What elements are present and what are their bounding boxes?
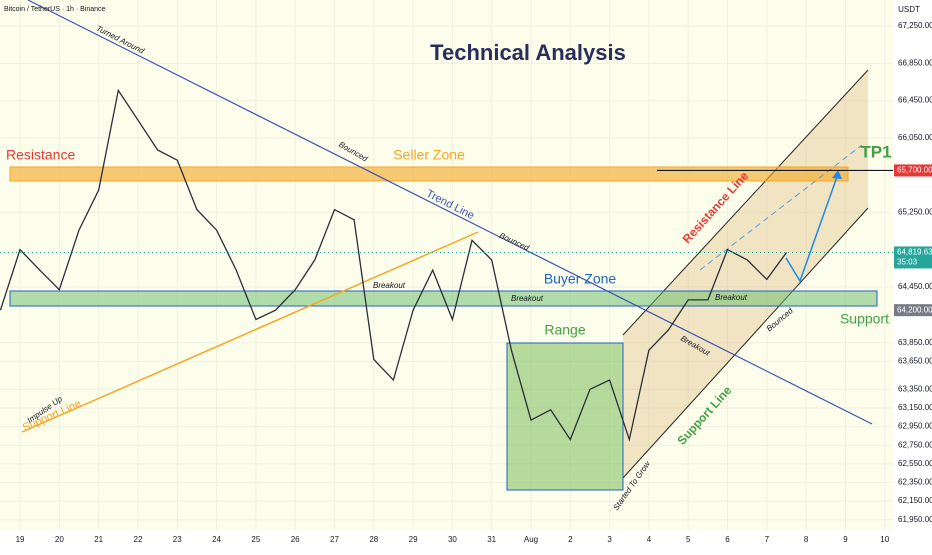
zone-label: Range (544, 322, 585, 338)
x-tick-label: 8 (804, 535, 809, 544)
y-tick-label: 61,950.00 (898, 515, 932, 524)
projection-arrow (785, 173, 839, 283)
x-tick-label: Aug (524, 535, 538, 544)
countdown: 35:03 (897, 258, 918, 267)
axis-bg (0, 530, 893, 550)
y-tick-label: 62,750.00 (898, 440, 932, 449)
zone-label: Support (840, 311, 889, 327)
x-tick-label: 4 (647, 535, 652, 544)
note: Breakout (715, 293, 748, 302)
x-tick-label: 20 (55, 535, 64, 544)
y-tick-label: 62,350.00 (898, 478, 932, 487)
x-tick-label: 24 (212, 535, 221, 544)
y-tick-label: 63,350.00 (898, 384, 932, 393)
price-label: 65,700.00 (897, 166, 932, 175)
y-tick-label: 65,250.00 (898, 207, 932, 216)
x-tick-label: 2 (568, 535, 573, 544)
x-tick-label: 10 (880, 535, 889, 544)
title: Technical Analysis (430, 40, 626, 65)
x-tick-label: 29 (409, 535, 418, 544)
axis-bg (893, 0, 932, 550)
support-line (622, 207, 869, 479)
x-tick-label: 31 (487, 535, 496, 544)
x-tick-label: 6 (725, 535, 730, 544)
note: Breakout (511, 294, 544, 303)
x-tick-label: 23 (173, 535, 182, 544)
x-tick-label: 21 (94, 535, 103, 544)
x-tick-label: 9 (843, 535, 848, 544)
x-tick-label: 28 (369, 535, 378, 544)
price-box (894, 246, 932, 269)
y-tick-label: 62,150.00 (898, 496, 932, 505)
y-tick-label: 62,950.00 (898, 422, 932, 431)
x-tick-label: 19 (16, 535, 25, 544)
x-tick-label: 26 (291, 535, 300, 544)
zone-label: Buyer Zone (544, 271, 617, 287)
trend-line (27, 0, 873, 425)
x-tick-label: 7 (765, 535, 770, 544)
y-tick-label: 66,450.00 (898, 96, 932, 105)
currency: USDT (898, 5, 920, 14)
plot-bg (0, 0, 893, 530)
price-box (894, 304, 932, 317)
zone-label: Resistance (6, 147, 75, 163)
x-tick-label: 3 (607, 535, 612, 544)
arrow-head (832, 170, 842, 179)
price-box (894, 164, 932, 177)
x-tick-label: 5 (686, 535, 691, 544)
y-tick-label: 63,850.00 (898, 338, 932, 347)
seller-zone (9, 166, 849, 182)
x-tick-label: 25 (251, 535, 260, 544)
y-tick-label: 62,550.00 (898, 459, 932, 468)
target-label: TP1 (860, 142, 891, 161)
y-tick-label: 66,850.00 (898, 58, 932, 67)
price-label: 64,819.63 (897, 248, 932, 257)
x-tick-label: 22 (134, 535, 143, 544)
x-tick-label: 27 (330, 535, 339, 544)
price-label: 64,200.00 (897, 305, 932, 314)
zone-label: Seller Zone (393, 147, 465, 163)
y-tick-label: 66,050.00 (898, 133, 932, 142)
y-tick-label: 63,150.00 (898, 403, 932, 412)
range-box (506, 342, 624, 491)
note: Breakout (373, 281, 406, 290)
header: Bitcoin / TetherUS · 1h · Binance (4, 6, 106, 13)
price-line (0, 88, 788, 443)
x-tick-label: 30 (448, 535, 457, 544)
y-tick-label: 67,250.00 (898, 21, 932, 30)
orange-support-line (21, 231, 479, 433)
y-tick-label: 64,450.00 (898, 282, 932, 291)
y-tick-label: 63,650.00 (898, 357, 932, 366)
